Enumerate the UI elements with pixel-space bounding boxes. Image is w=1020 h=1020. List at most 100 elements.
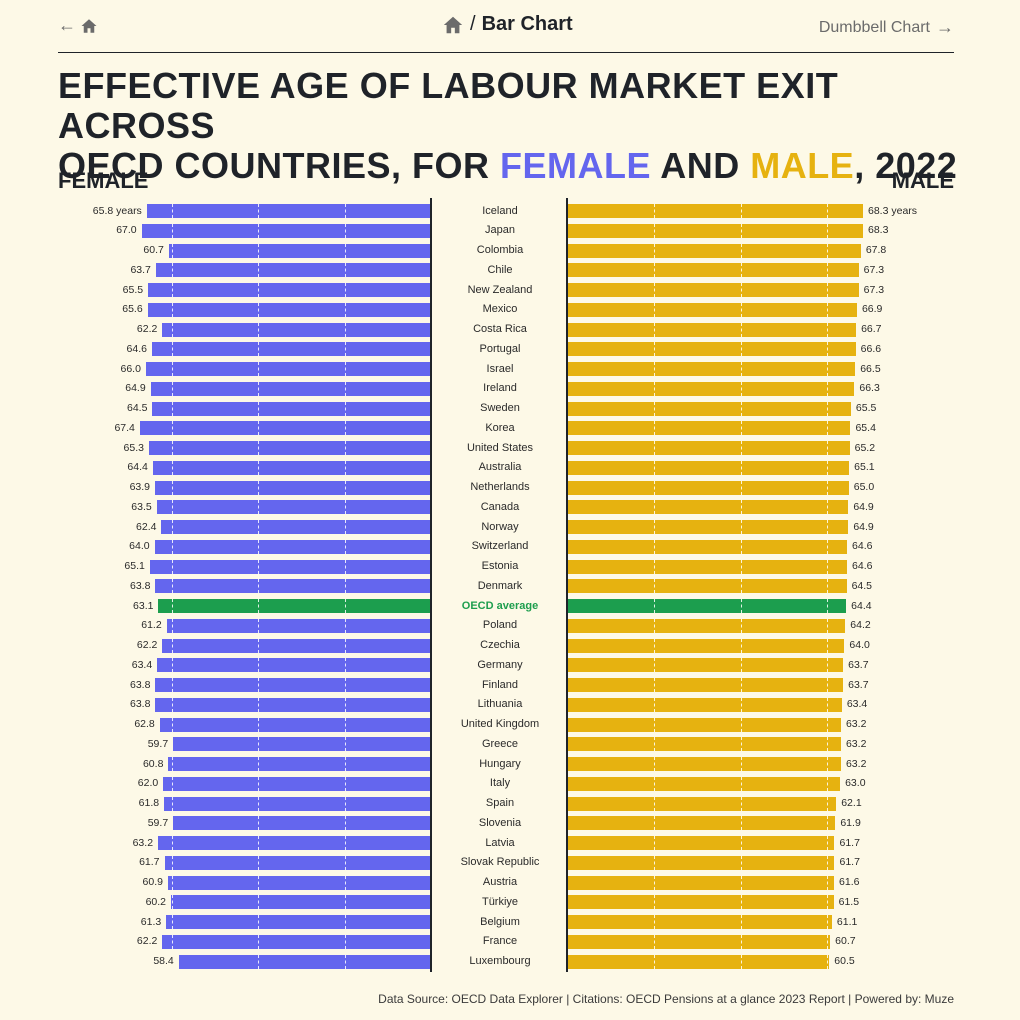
female-value-label: 60.2 <box>145 895 166 908</box>
female-gridline <box>171 836 173 850</box>
next-page-label[interactable]: Dumbbell Chart <box>818 18 930 36</box>
female-value-label: 62.2 <box>136 639 158 651</box>
female-gridline <box>258 934 260 949</box>
male-value-label: 63.2 <box>845 757 867 770</box>
female-gridline <box>171 796 173 811</box>
male-gridline <box>654 322 656 337</box>
female-bar <box>139 421 431 436</box>
female-gridline <box>258 460 260 475</box>
male-gridline <box>827 263 829 278</box>
female-value-label: 65.5 <box>122 283 144 296</box>
female-gridline <box>258 559 260 574</box>
nav-next-link[interactable]: Dumbbell Chart → <box>819 17 954 38</box>
male-gridline <box>740 500 742 515</box>
female-value-label: 66.0 <box>120 362 141 375</box>
female-value-label: 65.1 <box>124 560 145 572</box>
male-gridline <box>827 737 829 752</box>
female-gridline <box>171 934 173 949</box>
forward-arrow-icon[interactable]: → <box>936 17 954 37</box>
female-gridline <box>171 441 173 455</box>
male-gridline <box>740 638 742 653</box>
male-gridline <box>740 836 742 850</box>
male-gridline <box>740 243 742 258</box>
male-value-label: 64.2 <box>850 619 871 632</box>
nav-back[interactable]: ← <box>58 15 98 36</box>
female-gridline <box>258 816 260 831</box>
male-bar <box>568 500 849 515</box>
male-value-label: 63.2 <box>845 737 867 750</box>
female-gridline <box>171 599 173 613</box>
male-bar <box>568 836 835 850</box>
country-label: Colombia <box>476 244 524 256</box>
female-gridline <box>258 855 260 870</box>
male-gridline <box>654 441 656 455</box>
male-gridline <box>827 500 829 515</box>
female-gridline <box>258 539 260 554</box>
female-bar <box>152 401 431 416</box>
back-arrow-icon[interactable]: ← <box>58 15 76 35</box>
male-bar <box>568 757 841 771</box>
female-bar <box>147 302 431 317</box>
female-gridline <box>171 895 173 910</box>
female-gridline <box>344 638 346 653</box>
female-value-label: 65.8 years <box>92 204 142 217</box>
male-value-label: 68.3 <box>868 224 889 237</box>
home-icon[interactable] <box>442 14 464 36</box>
male-value-label: 66.5 <box>860 362 881 375</box>
male-value-label: 64.6 <box>852 540 873 553</box>
female-gridline <box>344 223 346 238</box>
female-gridline <box>171 283 173 297</box>
male-bar <box>568 441 850 455</box>
female-gridline <box>171 500 173 515</box>
male-bar <box>568 855 835 870</box>
country-label: Australia <box>478 461 522 474</box>
female-bar <box>155 263 431 278</box>
female-value-label: 61.7 <box>139 856 160 869</box>
female-gridline <box>258 658 260 673</box>
country-label: Belgium <box>480 915 520 928</box>
male-gridline <box>654 302 656 317</box>
male-value-label: 63.4 <box>846 698 868 711</box>
country-label: Korea <box>485 421 515 434</box>
male-gridline <box>827 776 829 791</box>
female-gridline <box>171 915 173 929</box>
male-bar <box>568 934 831 949</box>
male-bar <box>568 579 847 594</box>
female-gridline <box>258 915 260 929</box>
title-prefix: OECD COUNTRIES, FOR <box>58 145 501 186</box>
country-label: Estonia <box>481 560 519 572</box>
country-label: Luxembourg <box>469 955 531 967</box>
male-bar <box>568 776 841 791</box>
male-value-label: 67.3 <box>863 263 885 276</box>
female-gridline <box>171 697 173 712</box>
female-bar <box>170 895 431 910</box>
home-icon[interactable] <box>80 17 98 35</box>
male-bar <box>568 421 851 436</box>
female-bar <box>155 697 431 712</box>
female-gridline <box>171 421 173 436</box>
male-value-label: 61.7 <box>839 856 860 869</box>
male-gridline <box>654 954 656 969</box>
female-bar <box>156 500 431 515</box>
male-value-label: 67.3 <box>863 283 885 296</box>
female-gridline <box>344 875 346 890</box>
male-gridline <box>654 500 656 515</box>
country-label: United Kingdom <box>460 718 540 730</box>
male-gridline <box>827 559 829 574</box>
top-navigation: ← / Bar Chart Dumbbell Chart → <box>58 0 954 53</box>
female-gridline <box>344 836 346 850</box>
country-label: Türkiye <box>481 895 519 908</box>
male-gridline <box>740 381 742 396</box>
female-gridline <box>258 362 260 376</box>
female-gridline <box>344 204 346 218</box>
male-gridline <box>827 855 829 870</box>
female-bar <box>155 579 431 594</box>
female-bar <box>168 243 431 258</box>
male-value-label: 65.4 <box>855 421 876 434</box>
male-gridline <box>827 599 829 613</box>
male-bar <box>568 717 841 732</box>
female-value-label: 59.7 <box>147 816 169 829</box>
female-gridline <box>258 697 260 712</box>
female-gridline <box>258 243 260 258</box>
female-gridline <box>344 283 346 297</box>
